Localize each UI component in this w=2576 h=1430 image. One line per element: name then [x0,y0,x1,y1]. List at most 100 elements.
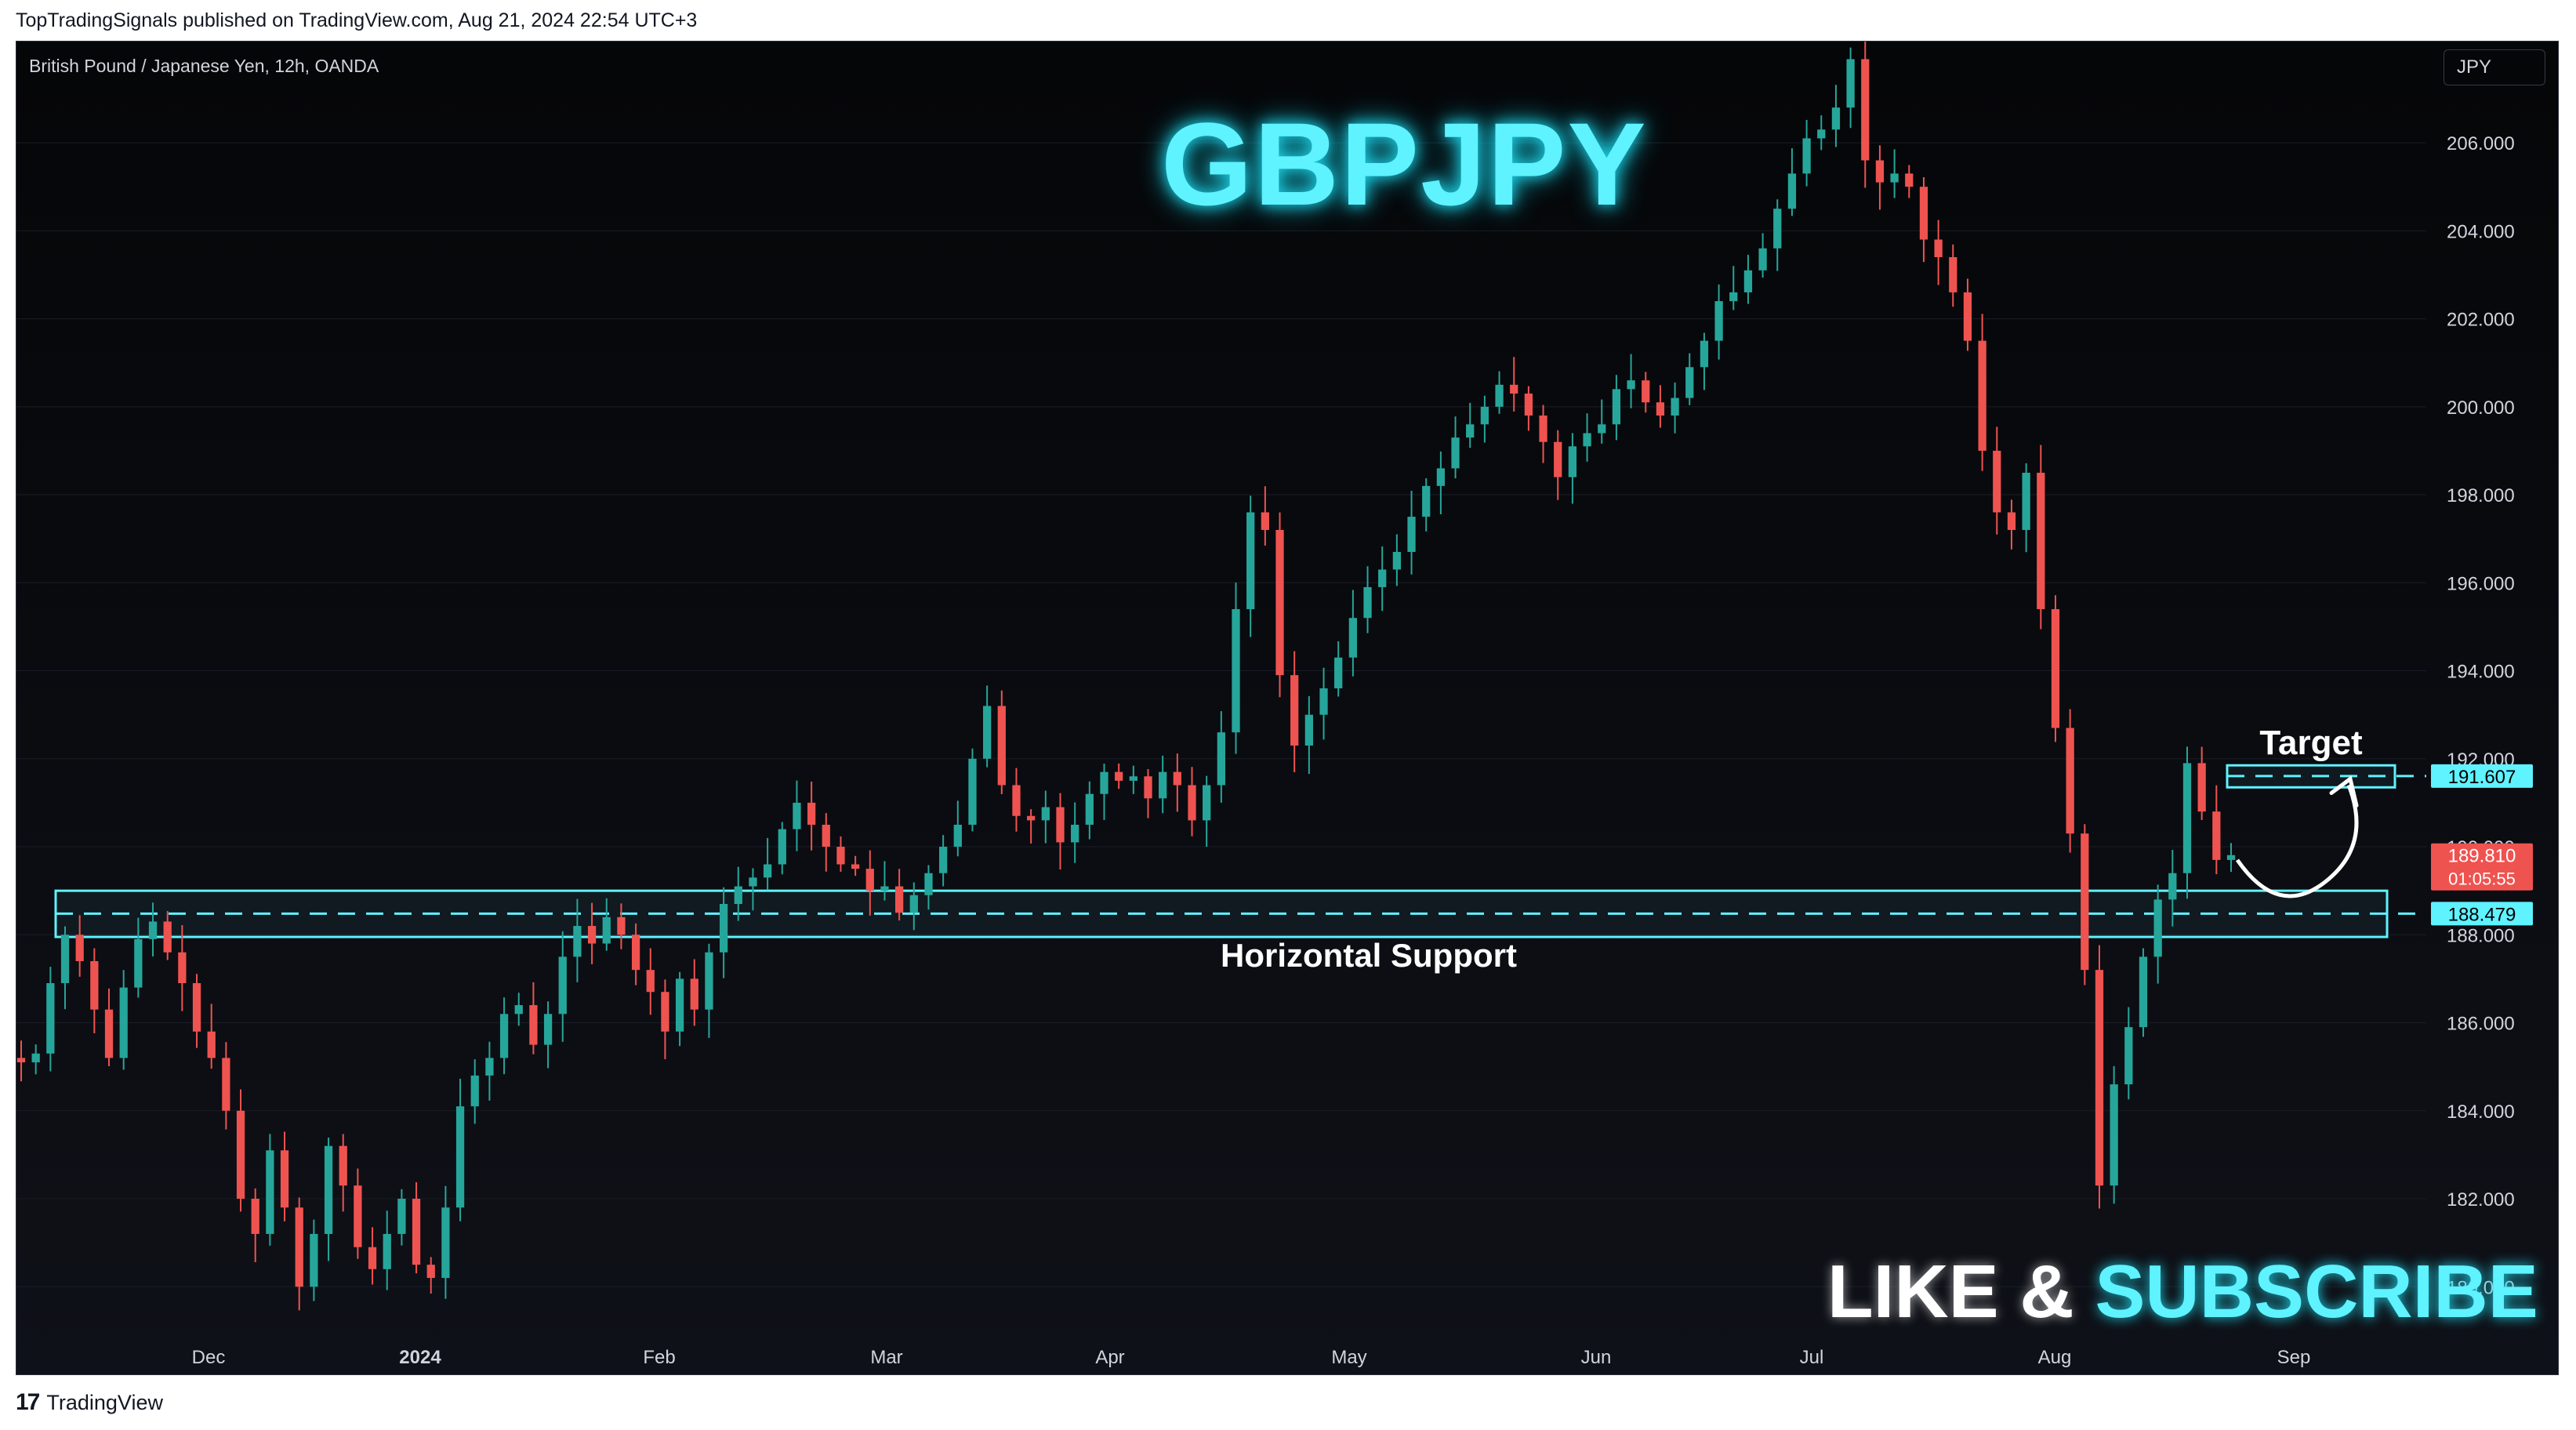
subscribe-banner: LIKE & SUBSCRIBE [1827,1249,2538,1335]
candle-body [1173,771,1181,786]
candle-body [894,886,904,913]
candle-body [163,921,172,953]
candle-body [2051,608,2060,728]
target-price-tag-bg [2431,764,2533,788]
candle-body [1743,270,1753,292]
tradingview-logo-icon[interactable]: 17 [16,1389,40,1415]
candle-body [1451,437,1460,469]
x-tick-label: May [1331,1347,1366,1368]
y-tick-label: 186.000 [2447,1014,2515,1035]
candle-body [924,873,933,895]
candle-body [1407,517,1416,553]
candle-body [763,864,772,878]
candle-body [119,987,128,1058]
candle-body [1129,776,1137,781]
candle-body [1758,248,1767,270]
candle-body [251,1199,259,1234]
candle-body [1890,173,1899,183]
candle-body [1802,138,1811,174]
candle-body [2007,512,2016,530]
candle-body [1290,675,1299,746]
candle-body [675,978,684,1032]
candle-body [1304,714,1313,746]
y-axis: 206.000 204.000 202.000 200.000 198.000 196.0… [2431,133,2533,1298]
target-price-tag: 191.607 [2448,767,2516,788]
currency-selector[interactable]: JPY [2444,49,2545,85]
y-tick-label: 200.000 [2447,397,2515,419]
x-tick-label: Aug [2038,1347,2072,1368]
candle-body [470,1075,479,1107]
target-zone [2226,764,2396,789]
candle-body [1115,771,1123,781]
candle-body [514,1005,523,1014]
candle-body [75,935,84,961]
candle-body [558,956,567,1014]
candle-body [266,1150,274,1234]
candle-body [983,706,992,759]
candle-body [851,864,860,869]
x-tick-label: 2024 [399,1347,441,1368]
x-tick-label: Jul [1800,1347,1824,1368]
like-text: LIKE & [1827,1250,2074,1334]
candle-body [1319,688,1328,715]
brand-name[interactable]: TradingView [46,1390,163,1414]
y-tick-label: 202.000 [2447,310,2515,331]
candle-body [310,1233,318,1287]
candle-body [1773,209,1782,249]
candle-body [1612,389,1621,425]
candle-body [1729,292,1738,302]
candle-body [339,1145,347,1186]
x-tick-label: Mar [870,1347,902,1368]
candle-body [1085,793,1094,825]
candle-body [441,1207,450,1279]
candle-body [2168,873,2177,900]
candle-body [880,886,889,891]
candle-body [1627,380,1635,390]
projection-arrow [2235,784,2359,898]
candle-body [1568,446,1577,477]
candle-body [397,1199,406,1234]
candle-body [1685,367,1694,398]
candle-body [1978,340,1986,451]
y-tick-label: 184.000 [2447,1102,2515,1123]
candle-body [617,916,626,935]
candle-body [1861,59,1870,161]
candle-body [734,886,742,904]
candle-body [1539,416,1547,442]
publication-line: TopTradingSignals published on TradingVi… [16,9,698,31]
candle-body [749,877,757,887]
x-tick-label: Dec [192,1347,226,1368]
candle-body [1348,618,1358,658]
candle-body [1246,512,1255,609]
candle-body [412,1199,421,1265]
candle-body [2212,811,2221,860]
candle-body [2197,763,2206,812]
support-label: Horizontal Support [1221,937,1517,974]
candle-body [1905,173,1914,187]
x-tick-label: Apr [1095,1347,1124,1368]
candle-body [968,758,977,825]
candle-body [1217,732,1225,786]
candle-body [719,904,728,953]
candle-body [1714,301,1723,341]
candle-body [822,824,830,847]
candle-body [690,978,698,1010]
candle-body [1700,340,1709,368]
candle-body [1949,257,1957,292]
candle-body [1378,569,1387,587]
candle-body [1261,512,1269,530]
y-tick-label: 194.000 [2447,662,2515,683]
candle-body [1875,160,1885,183]
candle-body [148,921,158,939]
chart-panel[interactable]: Horizontal Support Target 206.000 204.000 2… [16,41,2559,1375]
candle-body [1159,771,1167,799]
candle-body [426,1265,435,1279]
candle-body [2139,956,2148,1028]
candle-body [836,847,845,865]
candle-body [1993,450,2001,513]
y-tick-label: 182.000 [2447,1189,2515,1210]
candle-body [2110,1084,2118,1186]
current-price-tag-bg [2431,843,2533,891]
zone-layer [54,764,2426,938]
